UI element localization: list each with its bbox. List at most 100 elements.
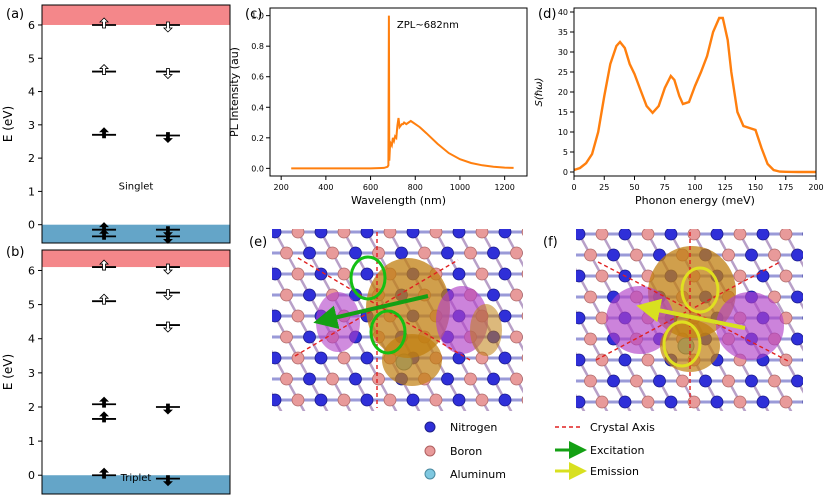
orbital-lobe [316, 292, 360, 352]
nitrogen-atom [406, 229, 420, 239]
nitrogen-atom [664, 229, 678, 241]
boron-atom [584, 248, 597, 262]
boron-atom [733, 229, 747, 241]
nitrogen-atom [576, 229, 586, 241]
nitrogen-atom [441, 246, 454, 260]
boron-atom [722, 374, 735, 388]
boron-atom [550, 312, 562, 324]
energy-level-panel-singlet: 0 1 2 3 4 5 6 E (eV) Singlet [1, 4, 231, 244]
zpl-annotation: ZPL~682nm [397, 20, 459, 31]
bond [528, 316, 540, 337]
bond [809, 318, 821, 339]
x-tick-label: 25 [599, 183, 609, 192]
nitrogen-atom [360, 267, 374, 281]
nitrogen-atom [618, 229, 632, 241]
emission-loop [662, 320, 702, 368]
y-tick-label: 5 [563, 148, 568, 157]
boron-atom [733, 269, 747, 283]
spin-up-arrow [99, 396, 110, 408]
boron-atom [687, 395, 701, 409]
pl-spectrum-chart: 200 400 600 800 1000 1200 0.0 0.2 0.4 0.6 0.8 1.0 Z… [228, 7, 528, 207]
bond [821, 339, 830, 360]
boron-atom [464, 372, 477, 386]
y-tick-label: 0.2 [251, 134, 264, 143]
y-tick-label: 3 [28, 367, 35, 380]
nitrogen-atom [314, 229, 328, 239]
legend-emission: Emission [590, 465, 639, 478]
boron-atom [521, 312, 523, 320]
y-tick-label: 40 [558, 8, 568, 17]
bond [540, 379, 552, 400]
boron-atom [280, 246, 293, 260]
bond [821, 297, 830, 318]
nitrogen-atom [258, 373, 270, 385]
orbital-lobe [716, 292, 784, 360]
y-axis: 0 1 2 3 4 5 6 [28, 264, 42, 482]
nitrogen-atom [441, 372, 454, 386]
nitrogen-atom [562, 375, 574, 387]
bond [252, 316, 264, 337]
boron-atom [595, 229, 609, 241]
bond [809, 402, 821, 423]
boron-atom [521, 396, 523, 404]
boron-atom [280, 372, 293, 386]
plot-frame [573, 7, 817, 177]
bond [528, 232, 540, 253]
nitrogen-atom [618, 353, 632, 367]
nitrogen-atom [360, 351, 374, 365]
boron-atom [768, 374, 781, 388]
boron-atom [815, 291, 827, 303]
nitrogen-atom [534, 289, 546, 301]
nitrogen-atom [258, 289, 270, 301]
nitrogen-atom [756, 229, 770, 241]
x-tick-label: 125 [718, 183, 733, 192]
orbital-lobes [595, 232, 791, 408]
boron-atom [337, 267, 351, 281]
nitrogen-atom [607, 248, 620, 262]
nitrogen-atom [303, 246, 316, 260]
structure-panel-emission [550, 229, 830, 423]
bond [556, 360, 568, 381]
bond [556, 318, 568, 339]
y-tick-label: 0 [28, 469, 35, 482]
conduction-band [42, 250, 230, 268]
y-tick-label: 6 [28, 264, 35, 277]
x-tick-label: 75 [660, 183, 670, 192]
nitrogen-atom [349, 246, 362, 260]
spin-down-arrow [162, 232, 173, 244]
x-tick-label: 400 [318, 183, 333, 192]
x-tick-label: 0 [571, 183, 576, 192]
plot-frame [41, 4, 231, 244]
boron-atom [372, 246, 385, 260]
y-tick-label: 0 [563, 168, 568, 177]
bond [556, 276, 568, 297]
spin-down-arrow [162, 321, 173, 333]
y-tick-label: 3 [28, 119, 35, 132]
aluminum-marker [424, 468, 436, 480]
y-tick-label: 4 [28, 86, 35, 99]
nitrogen-atom [664, 395, 678, 409]
nitrogen-atom [699, 374, 712, 388]
orbital-lobe [366, 258, 450, 358]
nitrogen-atom [498, 393, 512, 407]
nitrogen-atom [534, 331, 546, 343]
nitrogen-atom [745, 248, 758, 262]
nitrogen-atom [576, 353, 586, 367]
boron-atom [550, 270, 562, 282]
y-tick-label: 1 [28, 435, 35, 448]
spin-down-arrow [162, 289, 173, 301]
boron-atom [337, 229, 351, 239]
boron-atom [521, 354, 523, 362]
nitrogen-atom [272, 393, 282, 407]
y-tick-label: 5 [28, 299, 35, 312]
nitrogen-atom [314, 393, 328, 407]
boron-atom [510, 288, 523, 302]
boron-atom [464, 246, 477, 260]
nitrogen-atom [272, 351, 282, 365]
nitrogen-atom [487, 288, 500, 302]
boron-atom [372, 372, 385, 386]
boron-atom [429, 229, 443, 239]
state-annotation: Singlet [119, 182, 154, 193]
nitrogen-atom [349, 372, 362, 386]
axes: 200 400 600 800 1000 1200 0.0 0.2 0.4 0.6 0.8 1.0 [251, 12, 515, 192]
